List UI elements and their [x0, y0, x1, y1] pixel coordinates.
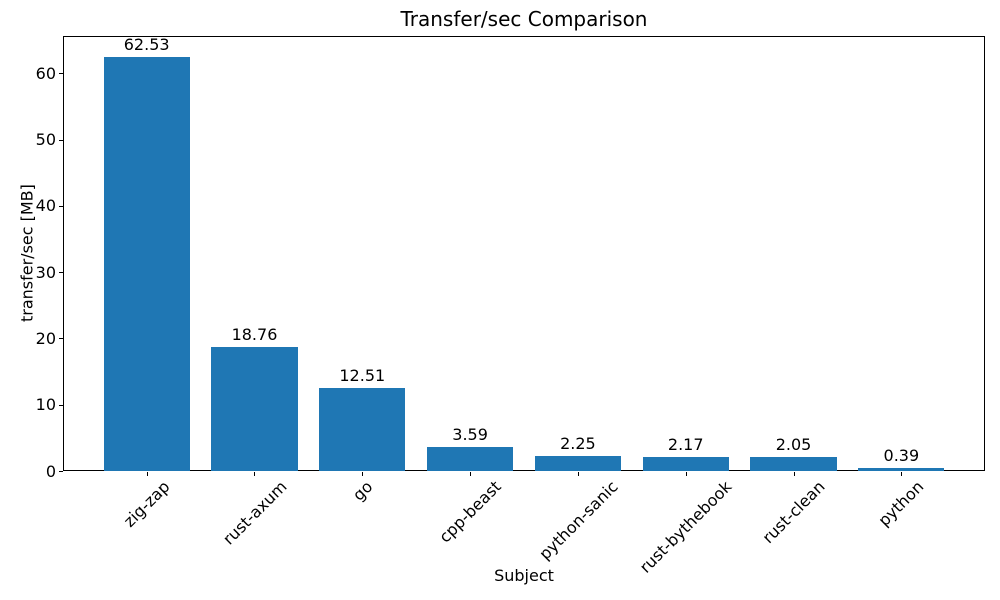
x-tick-mark	[793, 472, 795, 476]
x-tick-label-zig-zap: zig-zap	[119, 477, 174, 531]
bar-rust-bythebook	[642, 456, 729, 471]
x-tick-mark	[254, 472, 256, 476]
bar-python-sanic	[534, 456, 621, 471]
bar-value-label: 18.76	[231, 324, 278, 344]
y-tick-label: 60	[35, 63, 56, 83]
bar-rust-clean	[750, 457, 837, 471]
y-tick-label: 10	[35, 395, 56, 415]
bar-value-label: 0.39	[883, 446, 920, 466]
y-tick-label: 30	[35, 262, 56, 282]
x-tick-mark	[685, 472, 687, 476]
plot-area	[63, 36, 985, 471]
bar-value-label: 2.05	[775, 435, 812, 455]
bar-go	[319, 388, 406, 471]
y-tick-mark	[59, 272, 63, 274]
x-tick-label-cpp-beast: cpp-beast	[435, 477, 506, 547]
bar-value-label: 62.53	[123, 34, 170, 54]
y-tick-mark	[59, 73, 63, 75]
x-tick-label-rust-bythebook: rust-bythebook	[635, 477, 736, 577]
x-tick-mark	[362, 472, 364, 476]
bar-value-label: 12.51	[339, 366, 386, 386]
bar-zig-zap	[103, 56, 190, 471]
y-tick-label: 0	[45, 461, 56, 481]
x-tick-label-go: go	[348, 477, 377, 505]
y-tick-mark	[59, 471, 63, 472]
x-tick-label-rust-axum: rust-axum	[218, 477, 291, 549]
x-tick-mark	[901, 472, 903, 476]
y-tick-mark	[59, 404, 63, 406]
y-tick-mark	[59, 205, 63, 207]
y-tick-mark	[59, 139, 63, 141]
x-tick-label-rust-clean: rust-clean	[758, 477, 829, 548]
bar-cpp-beast	[426, 447, 514, 471]
x-axis-label: Subject	[494, 566, 554, 585]
bar-value-label: 2.25	[560, 434, 596, 454]
x-tick-mark	[146, 472, 148, 476]
y-tick-label: 20	[35, 328, 56, 348]
bar-python	[858, 468, 945, 471]
x-tick-mark	[577, 472, 579, 476]
y-tick-label: 40	[35, 196, 56, 216]
y-tick-label: 50	[35, 130, 56, 150]
bar-rust-axum	[211, 346, 298, 471]
y-tick-mark	[59, 338, 63, 340]
chart-title: Transfer/sec Comparison	[400, 7, 648, 31]
x-tick-label-python-sanic: python-sanic	[534, 477, 622, 564]
x-tick-mark	[470, 472, 472, 476]
bar-value-label: 3.59	[452, 425, 488, 445]
x-tick-label-python: python	[874, 477, 928, 531]
bar-value-label: 2.17	[667, 434, 704, 454]
